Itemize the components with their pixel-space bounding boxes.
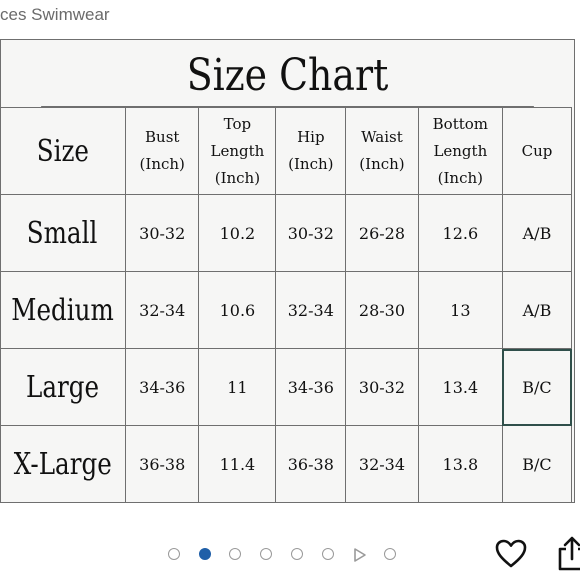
table-cell: 11	[198, 348, 277, 426]
table-cell: 32-34	[125, 271, 200, 349]
share-icon[interactable]	[557, 535, 580, 571]
carousel-dot[interactable]	[229, 548, 241, 560]
column-header: Hip (Inch)	[275, 107, 347, 195]
column-header-line: (Inch)	[288, 155, 334, 173]
column-header-line: Top	[223, 114, 252, 133]
table-row: Large 34-36 11 34-36 30-32 13.4 B/C	[0, 348, 573, 426]
table-cell: 13.4	[417, 348, 503, 426]
table-cell: 34-36	[125, 348, 200, 426]
table-cell: 30-32	[275, 194, 347, 272]
column-header: Cup	[501, 107, 573, 195]
table-cell: 13.8	[417, 425, 503, 503]
column-header-line: Hip	[297, 128, 325, 146]
table-row: Small 30-32 10.2 30-32 26-28 12.6 A/B	[0, 194, 573, 272]
row-label-text: Large	[25, 369, 100, 405]
column-header-line: Length	[433, 141, 488, 160]
column-header: Waist (Inch)	[345, 107, 419, 195]
carousel-dot[interactable]	[260, 548, 272, 560]
column-header-line: (Inch)	[359, 155, 405, 173]
carousel-dot[interactable]	[168, 548, 180, 560]
column-header-line: Waist	[361, 128, 403, 146]
size-table: Size Bust (Inch) Top Length (Inch) Hip (Inch) Wa…	[0, 107, 573, 503]
carousel-video-icon[interactable]	[353, 547, 367, 563]
carousel-dot[interactable]	[291, 548, 303, 560]
table-cell: 11.4	[198, 425, 277, 503]
carousel-indicator	[0, 547, 580, 565]
row-label-text: Medium	[11, 292, 114, 328]
table-cell: 12.6	[417, 194, 503, 272]
chart-title: Size Chart	[41, 40, 534, 107]
column-header-line: Length	[210, 141, 265, 160]
column-header-line: (Inch)	[214, 168, 261, 187]
table-cell: A/B	[501, 194, 573, 272]
column-header-line: (Inch)	[437, 168, 484, 187]
column-header: Bust (Inch)	[125, 107, 200, 195]
table-cell: 34-36	[275, 348, 347, 426]
column-header-size: Size	[0, 107, 127, 195]
table-cell: 10.2	[198, 194, 277, 272]
row-label: X-Large	[0, 425, 127, 503]
table-cell: 30-32	[345, 348, 419, 426]
carousel-dot-active[interactable]	[199, 548, 211, 560]
table-row: X-Large 36-38 11.4 36-38 32-34 13.8 B/C	[0, 425, 573, 503]
listing-title-fragment: ces Swimwear	[0, 5, 110, 24]
row-label-text: Small	[27, 215, 98, 251]
table-cell: 28-30	[345, 271, 419, 349]
heart-icon[interactable]	[495, 538, 527, 570]
table-cell: 13	[417, 271, 503, 349]
carousel-dot[interactable]	[322, 548, 334, 560]
table-cell: A/B	[501, 271, 573, 349]
size-chart-image: Size Chart Size Bust (Inch) Top Length (Inch)…	[0, 39, 575, 503]
column-header-line: Bottom	[432, 114, 489, 133]
column-header-label: Size	[36, 133, 89, 169]
column-header-line: (Inch)	[139, 155, 185, 173]
column-header: Bottom Length (Inch)	[417, 107, 503, 195]
row-label-text: X-Large	[13, 446, 112, 482]
row-label: Large	[0, 348, 127, 426]
table-cell: 10.6	[198, 271, 277, 349]
row-label: Medium	[0, 271, 127, 349]
column-header: Top Length (Inch)	[198, 107, 277, 195]
table-cell: B/C	[501, 425, 573, 503]
carousel-dot[interactable]	[384, 548, 396, 560]
column-header-line: Cup	[521, 141, 553, 160]
row-label: Small	[0, 194, 127, 272]
table-row: Medium 32-34 10.6 32-34 28-30 13 A/B	[0, 271, 573, 349]
table-cell: 30-32	[125, 194, 200, 272]
table-cell: 32-34	[275, 271, 347, 349]
column-header-line: Bust	[145, 128, 180, 146]
table-cell: 26-28	[345, 194, 419, 272]
table-cell: 36-38	[125, 425, 200, 503]
table-cell: 32-34	[345, 425, 419, 503]
table-cell: 36-38	[275, 425, 347, 503]
table-cell: B/C	[501, 348, 573, 426]
